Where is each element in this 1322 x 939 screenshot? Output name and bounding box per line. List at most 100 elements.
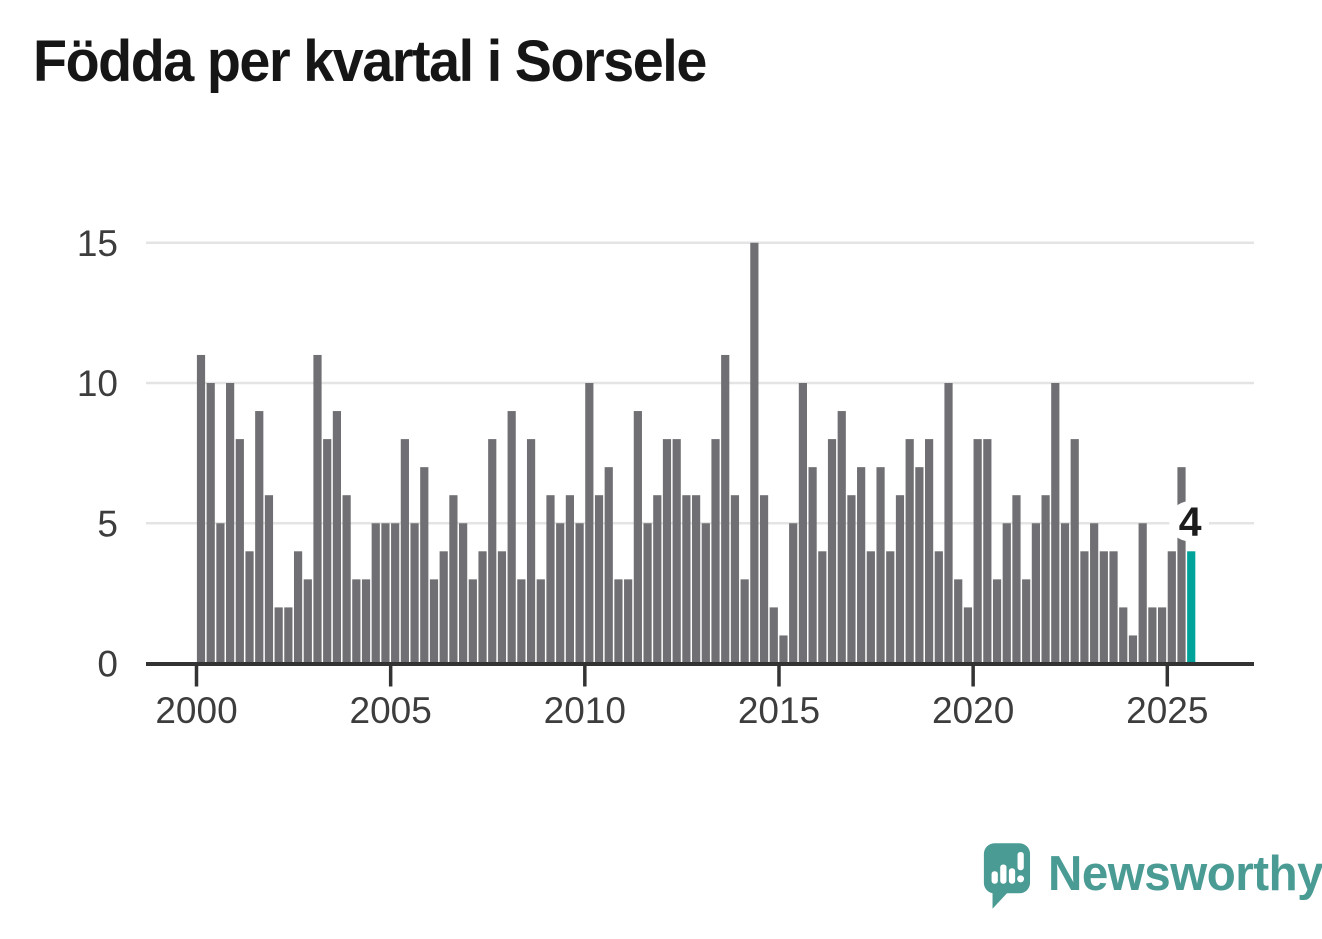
- x-tick-label-2020: 2020: [932, 690, 1014, 731]
- bar-2006-q2: [439, 551, 448, 665]
- bar-2024-q1: [1128, 635, 1138, 665]
- bar-2017-q3: [876, 467, 885, 665]
- bar-2018-q1: [895, 495, 905, 665]
- bar-2018-q2: [905, 439, 914, 665]
- bar-2019-q3: [954, 579, 963, 665]
- bar-2017-q2: [866, 551, 875, 665]
- bar-2022-q3: [1070, 439, 1079, 665]
- x-tick-label-2025: 2025: [1126, 690, 1208, 731]
- x-tick-label-2000: 2000: [155, 690, 237, 731]
- bar-2020-q3: [992, 579, 1002, 665]
- bar-2012-q2: [672, 439, 681, 665]
- bar-2016-q2: [827, 439, 837, 665]
- bar-2013-q1: [701, 523, 710, 665]
- bar-2020-q1: [973, 439, 982, 665]
- bar-2001-q3: [255, 411, 264, 665]
- bar-2015-q4: [808, 467, 817, 665]
- bar-2010-q3: [604, 467, 613, 665]
- bar-2008-q3: [526, 439, 536, 665]
- bar-2012-q3: [682, 495, 691, 665]
- bar-2002-q2: [284, 607, 293, 665]
- bar-2009-q2: [556, 523, 565, 665]
- bar-2001-q2: [245, 551, 254, 665]
- bar-2000-q1: [196, 354, 206, 665]
- bar-2023-q2: [1099, 551, 1108, 665]
- bar-2023-q4: [1119, 607, 1128, 665]
- bar-2012-q1: [662, 439, 672, 665]
- bar-2012-q4: [692, 495, 701, 665]
- bar-2000-q2: [206, 383, 215, 665]
- x-tick-label-2015: 2015: [738, 690, 820, 731]
- bar-2013-q2: [711, 439, 720, 665]
- bar-2009-q3: [565, 495, 574, 665]
- bar-2010-q1: [585, 383, 594, 665]
- bar-chart: 0 5 10 15 2000 2005 2010 2015 2020 2025 4: [77, 223, 1254, 731]
- value-badge: [1169, 501, 1210, 542]
- bar-2000-q3: [216, 523, 225, 665]
- bar-2014-q3: [759, 495, 769, 665]
- bar-2003-q1: [313, 354, 322, 665]
- bar-2022-q2: [1060, 523, 1070, 665]
- bar-2022-q4: [1080, 551, 1089, 665]
- bar-2009-q1: [546, 495, 555, 665]
- bar-2014-q1: [740, 579, 749, 665]
- bar-2023-q3: [1109, 551, 1118, 665]
- brand-name: Newsworthy: [1048, 847, 1322, 901]
- bar-2004-q2: [361, 579, 371, 665]
- bar-2022-q1: [1051, 383, 1060, 665]
- bar-2021-q1: [1012, 495, 1021, 665]
- bar-2003-q4: [342, 495, 351, 665]
- bar-2015-q3: [798, 383, 807, 665]
- bar-2020-q2: [983, 439, 992, 665]
- bar-2025-q2: [1177, 467, 1186, 665]
- bar-2008-q2: [517, 579, 526, 665]
- bar-2002-q4: [303, 579, 312, 665]
- bar-2011-q3: [643, 523, 652, 665]
- bar-2008-q4: [536, 579, 545, 665]
- bar-2021-q3: [1031, 523, 1040, 665]
- bar-2017-q1: [857, 467, 866, 665]
- bar-2011-q2: [633, 411, 642, 665]
- bar-2019-q4: [963, 607, 973, 665]
- bar-2015-q2: [789, 523, 798, 665]
- bar-2004-q1: [352, 579, 361, 665]
- bar-2025-q1: [1167, 551, 1176, 665]
- bar-2007-q1: [468, 579, 477, 665]
- bar-2002-q1: [274, 607, 283, 665]
- bar-2013-q3: [721, 354, 730, 665]
- bar-2016-q4: [847, 495, 856, 665]
- bar-2006-q4: [459, 523, 468, 665]
- y-tick-label-5: 5: [97, 503, 118, 544]
- bar-2019-q2: [944, 383, 953, 665]
- logo-minibars: [991, 851, 1025, 884]
- y-tick-label-10: 10: [77, 363, 118, 404]
- bar-2018-q4: [925, 439, 934, 665]
- bar-2007-q4: [497, 551, 507, 665]
- bar-2006-q1: [429, 579, 439, 665]
- bar-2006-q3: [449, 495, 458, 665]
- bar-2018-q3: [915, 467, 924, 665]
- bar-2005-q3: [410, 523, 419, 665]
- bar-2013-q4: [730, 495, 740, 665]
- bar-2016-q3: [837, 411, 846, 665]
- x-tick-label-2005: 2005: [350, 690, 432, 731]
- bar-2024-q3: [1148, 607, 1157, 665]
- bar-2008-q1: [507, 411, 516, 665]
- bar-2000-q4: [226, 383, 235, 665]
- bar-2002-q3: [293, 551, 303, 665]
- bar-2009-q4: [575, 523, 584, 665]
- bar-2007-q2: [478, 551, 487, 665]
- bar-2005-q4: [420, 467, 429, 665]
- bar-2011-q1: [624, 579, 633, 665]
- bar-2010-q2: [594, 495, 604, 665]
- bar-2023-q1: [1090, 523, 1099, 665]
- bar-2021-q4: [1041, 495, 1050, 665]
- bar-2005-q2: [400, 439, 409, 665]
- chart-title: Födda per kvartal i Sorsele: [33, 29, 707, 94]
- highlight-bar-2025-q3: [1187, 551, 1196, 665]
- brand-footer: Newsworthy: [981, 841, 1322, 911]
- bar-2020-q4: [1002, 523, 1011, 665]
- bar-2016-q1: [818, 551, 827, 665]
- bar-2017-q4: [886, 551, 895, 665]
- bar-2003-q3: [332, 411, 342, 665]
